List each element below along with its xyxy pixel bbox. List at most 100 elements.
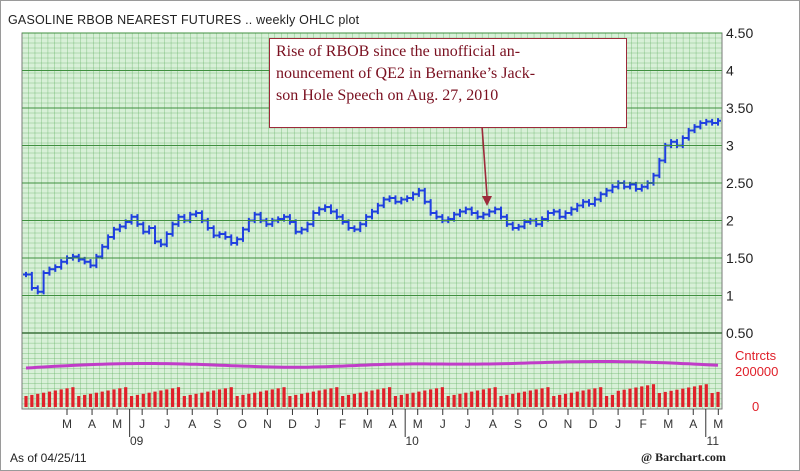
volume-bar bbox=[241, 394, 245, 407]
volume-bar bbox=[481, 389, 486, 407]
volume-bar bbox=[546, 387, 550, 407]
ohlc-bar bbox=[210, 225, 217, 239]
volume-bar bbox=[370, 390, 374, 407]
volume-bar bbox=[77, 396, 81, 407]
month-tick-label: A bbox=[489, 417, 497, 431]
volume-bar bbox=[675, 389, 679, 407]
month-tick-label: M bbox=[112, 417, 122, 431]
month-tick-label: D bbox=[589, 417, 598, 431]
ohlc-bar bbox=[656, 157, 663, 179]
ohlc-bar bbox=[509, 221, 516, 231]
ohlc-bar bbox=[544, 210, 551, 222]
volume-bar bbox=[452, 394, 456, 407]
ohlc-bar bbox=[152, 225, 159, 245]
volume-bar bbox=[270, 389, 274, 407]
volume-series bbox=[24, 384, 720, 407]
volume-bar bbox=[429, 389, 433, 407]
ohlc-bar bbox=[574, 202, 581, 212]
volume-bar bbox=[505, 394, 509, 407]
volume-bar bbox=[687, 387, 691, 407]
volume-bar bbox=[376, 389, 380, 407]
volume-bar bbox=[640, 386, 644, 407]
volume-bar bbox=[575, 391, 579, 407]
volume-bar bbox=[581, 390, 585, 407]
volume-bar bbox=[382, 388, 386, 407]
volume-bar bbox=[358, 392, 362, 407]
ohlc-bar bbox=[697, 120, 704, 130]
volume-bar bbox=[622, 389, 626, 407]
ohlc-bar bbox=[404, 195, 411, 203]
ohlc-bar bbox=[597, 191, 604, 203]
volume-bar bbox=[599, 387, 603, 407]
volume-bar bbox=[36, 393, 40, 407]
volume-bar bbox=[558, 394, 562, 407]
ohlc-bar bbox=[140, 221, 147, 235]
volume-bar bbox=[517, 392, 521, 407]
ohlc-bar bbox=[93, 253, 100, 269]
volume-bar bbox=[182, 396, 186, 407]
volume-bar bbox=[464, 392, 468, 407]
open-interest-line bbox=[25, 360, 719, 370]
price-tick-label: 0.50 bbox=[726, 325, 753, 341]
ohlc-bar bbox=[304, 221, 311, 233]
volume-bar bbox=[434, 388, 439, 407]
ohlc-bar bbox=[146, 225, 153, 235]
volume-bar bbox=[88, 393, 93, 407]
volume-bar bbox=[53, 390, 57, 407]
volume-bar bbox=[323, 389, 327, 407]
volume-bar bbox=[487, 388, 491, 407]
volume-bar bbox=[188, 394, 192, 407]
volume-bar bbox=[610, 394, 615, 407]
volume-bar bbox=[593, 388, 597, 407]
volume-bar bbox=[651, 384, 656, 407]
ohlc-bar bbox=[691, 124, 698, 134]
ohlc-bar bbox=[46, 266, 53, 276]
volume-bar bbox=[522, 391, 527, 407]
volume-bar bbox=[499, 396, 503, 407]
volume-bar bbox=[616, 390, 620, 407]
ohlc-bar bbox=[568, 206, 575, 216]
ohlc-bar bbox=[392, 195, 399, 205]
volume-bar bbox=[147, 392, 151, 407]
volume-bar bbox=[628, 388, 632, 407]
volume-bar bbox=[65, 388, 69, 407]
volume-bar bbox=[124, 387, 128, 407]
ohlc-bar bbox=[715, 118, 721, 126]
price-tick-label: 4.50 bbox=[726, 25, 753, 41]
month-tick-label: J bbox=[315, 417, 321, 431]
chart-title: GASOLINE RBOB NEAREST FUTURES .. weekly … bbox=[8, 13, 360, 27]
ohlc-bar bbox=[539, 216, 546, 227]
volume-bar bbox=[47, 391, 52, 407]
year-tick-label: 09 bbox=[130, 434, 144, 448]
annotation-arrow bbox=[481, 125, 488, 197]
ohlc-bar bbox=[339, 214, 346, 225]
month-tick-label: A bbox=[88, 417, 96, 431]
volume-bar bbox=[704, 384, 708, 407]
volume-bar bbox=[83, 394, 87, 407]
volume-bar bbox=[235, 396, 239, 407]
ohlc-bar bbox=[433, 210, 440, 220]
open-interest-label: Cntrcts bbox=[735, 348, 777, 363]
ohlc-bar bbox=[609, 184, 616, 194]
volume-bar bbox=[305, 392, 310, 407]
ohlc-bar bbox=[709, 118, 716, 126]
volume-bar bbox=[223, 388, 227, 407]
time-axis: M A M J J A S O N D J F M A M J J A S O N D J F M A M 09 10 11 bbox=[62, 409, 723, 448]
volume-bar bbox=[118, 388, 122, 407]
as-of-date: As of 04/25/11 bbox=[10, 451, 87, 465]
year-tick-label: 10 bbox=[405, 434, 419, 448]
price-tick-label: 1 bbox=[726, 288, 734, 304]
ohlc-bar bbox=[99, 244, 106, 260]
ohlc-bar bbox=[468, 206, 475, 216]
volume-bar bbox=[511, 393, 515, 407]
ohlc-bar bbox=[357, 221, 364, 233]
ohlc-bar bbox=[163, 231, 170, 248]
volume-bar bbox=[657, 393, 661, 407]
volume-bar bbox=[669, 390, 673, 407]
ohlc-bar bbox=[292, 219, 299, 235]
volume-bar bbox=[475, 390, 480, 407]
ohlc-bar bbox=[286, 214, 293, 225]
volume-bar bbox=[294, 394, 298, 407]
volume-bar bbox=[335, 387, 339, 407]
ohlc-bar bbox=[310, 210, 317, 227]
